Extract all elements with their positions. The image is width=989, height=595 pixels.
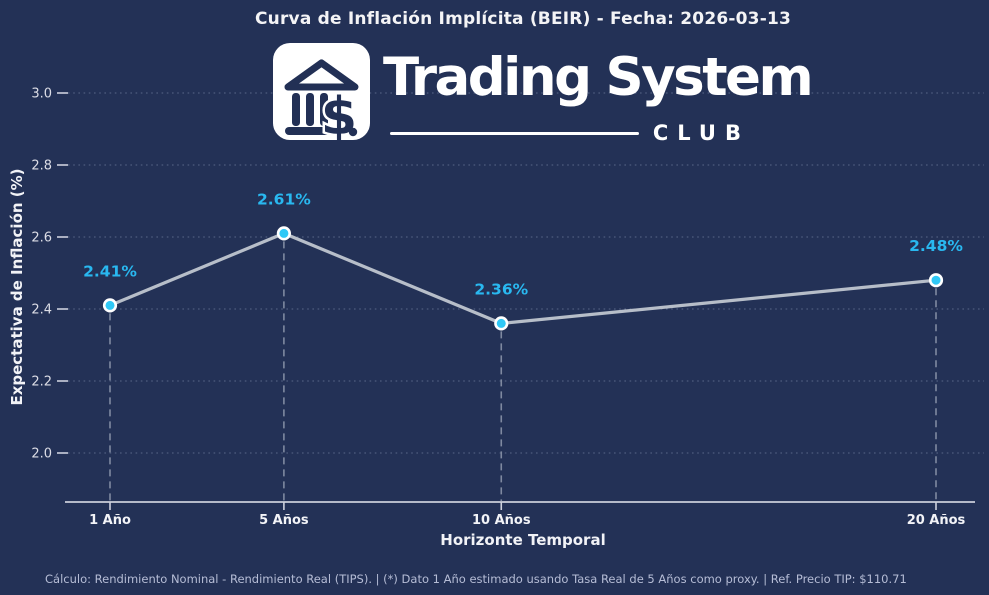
bank-dollar-icon: $ <box>273 43 370 150</box>
x-tick-label: 5 Años <box>259 513 309 528</box>
y-tick-label: 2.8 <box>31 159 52 174</box>
brand-rule <box>390 131 639 135</box>
data-point <box>494 316 509 331</box>
x-axis-title: Horizonte Temporal <box>440 531 606 549</box>
point-value-label: 2.36% <box>474 280 528 298</box>
brand-club: CLUB <box>652 121 750 145</box>
y-tick-label: 2.6 <box>31 231 52 246</box>
x-tick-label: 10 Años <box>472 513 531 528</box>
y-tick-label: 2.2 <box>31 375 52 390</box>
data-point <box>276 226 291 241</box>
point-value-label: 2.48% <box>909 237 963 255</box>
point-value-label: 2.61% <box>257 190 311 208</box>
svg-text:$: $ <box>321 87 357 140</box>
x-tick-label: 1 Año <box>89 513 131 528</box>
series-line <box>108 231 938 325</box>
bank-glyph: $ <box>284 59 360 150</box>
y-tick-label: 3.0 <box>31 87 52 102</box>
data-point <box>928 273 944 288</box>
x-tick-label: 20 Años <box>907 513 966 528</box>
data-point <box>102 298 118 313</box>
brand-name: Trading System <box>383 47 814 108</box>
chart-title: Curva de Inflación Implícita (BEIR) - Fe… <box>254 9 792 29</box>
y-tick-label: 2.0 <box>31 447 52 462</box>
brand-subline: CLUB <box>390 121 750 145</box>
y-tick-label: 2.4 <box>31 303 52 318</box>
brand-logo: $ Trading System CLUB <box>273 43 814 150</box>
y-axis-title: Expectativa de Inflación (%) <box>8 168 26 406</box>
footnote: Cálculo: Rendimiento Nominal - Rendimien… <box>45 572 907 586</box>
point-value-label: 2.41% <box>83 262 137 280</box>
